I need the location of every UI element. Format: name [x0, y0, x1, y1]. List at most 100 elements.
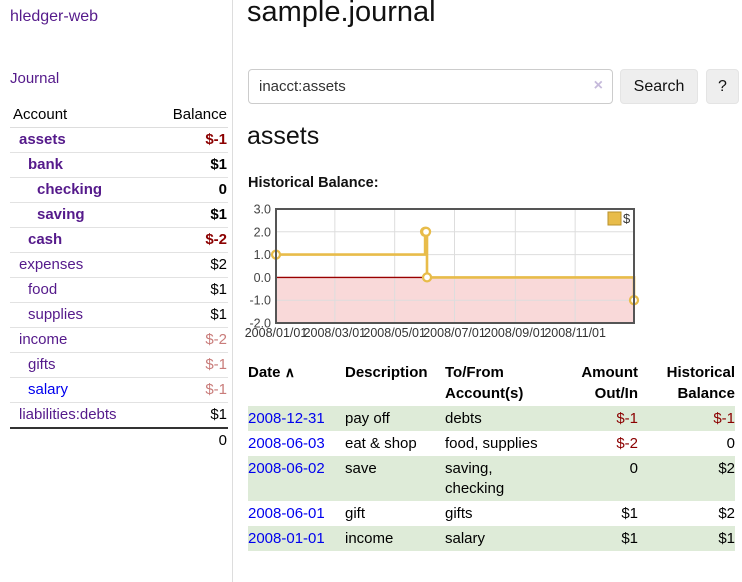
account-row: bank $1: [10, 152, 228, 178]
x-axis-tick-label: 2008/07/01: [423, 326, 486, 340]
col-header-description[interactable]: Description: [345, 364, 428, 381]
page-title: sample.journal: [247, 0, 436, 28]
account-row: checking 0: [10, 177, 228, 203]
y-axis-tick-label: 3.0: [254, 203, 271, 217]
legend-label: $: [623, 211, 631, 226]
account-balance: $1: [210, 406, 227, 423]
total-balance: 0: [150, 427, 228, 453]
accounts-cell: gifts: [445, 505, 473, 522]
col-header-date[interactable]: Date ∧: [248, 360, 345, 406]
sidebar-account-link[interactable]: income: [19, 331, 68, 348]
transaction-row: 2008-01-01 income salary $1 $1: [248, 526, 735, 551]
clear-search-icon[interactable]: ×: [593, 77, 603, 94]
y-axis-tick-label: 0.0: [254, 271, 271, 285]
account-name-cell: gifts: [10, 352, 151, 378]
accounts-cell: saving, checking: [445, 456, 555, 501]
account-row: income $-2: [10, 327, 228, 353]
description-cell: eat & shop: [345, 435, 417, 452]
col-header-accounts-line2: Account(s): [445, 385, 524, 402]
description-cell: gift: [345, 505, 366, 522]
accounts-header-balance: Balance: [150, 102, 228, 128]
sidebar-account-link[interactable]: bank: [28, 156, 64, 173]
plot-border: [275, 208, 635, 324]
brand-link[interactable]: hledger-web: [10, 8, 99, 25]
accounts-header-account: Account: [10, 102, 151, 128]
account-balance: $-1: [150, 352, 228, 378]
sidebar-account-link[interactable]: saving: [37, 206, 85, 223]
col-header-date-label: Date: [248, 364, 281, 381]
balance-cell: $2: [638, 456, 735, 501]
search-button[interactable]: Search: [620, 69, 698, 104]
legend-swatch: [607, 211, 622, 226]
historical-balance-chart: $3.0 2.0 1.0 0.0 -1.0 -2.0 2008/01/01 2008/03/0…: [240, 200, 742, 350]
transaction-row: 2008-06-02 save saving, checking 0 $2: [248, 456, 735, 501]
sidebar-account-link[interactable]: supplies: [28, 306, 84, 323]
sort-ascending-icon: ∧: [284, 364, 295, 380]
transaction-date-link[interactable]: 2008-06-01: [248, 505, 325, 522]
date-cell: 2008-12-31: [248, 406, 345, 431]
account-row: gifts $-1: [10, 352, 228, 378]
sidebar-account-link[interactable]: gifts: [28, 356, 56, 373]
account-row: cash $-2: [10, 227, 228, 253]
account-name-cell: bank: [10, 152, 151, 178]
account-name-cell: assets: [10, 127, 151, 153]
sidebar-account-link[interactable]: salary: [28, 381, 69, 398]
col-header-amount[interactable]: Amount Out/In: [555, 360, 638, 406]
account-name-cell: expenses: [10, 252, 151, 278]
transaction-date-link[interactable]: 2008-06-03: [248, 435, 325, 452]
balance-cell: 0: [726, 435, 735, 452]
date-cell: 2008-06-03: [248, 431, 345, 456]
x-axis-tick-label: 2008/11/01: [544, 326, 606, 340]
data-point-marker[interactable]: [421, 272, 433, 283]
transaction-row: 2008-06-01 gift gifts $1 $2: [248, 501, 735, 526]
account-row: supplies $1: [10, 302, 228, 328]
transaction-date-link[interactable]: 2008-01-01: [248, 530, 325, 547]
help-button[interactable]: ?: [706, 69, 739, 104]
account-name-cell: checking: [10, 177, 151, 203]
accounts-cell: debts: [445, 406, 555, 431]
sidebar-account-link[interactable]: liabilities:debts: [19, 406, 117, 423]
sidebar-account-link[interactable]: expenses: [19, 256, 84, 273]
nav-journal-link[interactable]: Journal: [10, 70, 60, 87]
transaction-date-link[interactable]: 2008-06-02: [248, 460, 325, 477]
account-row: food $1: [10, 277, 228, 303]
col-header-amount-line1: Amount: [581, 364, 638, 381]
transaction-row: 2008-12-31 pay off debts $-1 $-1: [248, 406, 735, 431]
account-title: assets: [247, 122, 320, 150]
chart-title: Historical Balance:: [248, 175, 379, 191]
transaction-date-link[interactable]: 2008-12-31: [248, 410, 325, 427]
description-cell: income: [345, 526, 445, 551]
col-header-amount-line2: Out/In: [594, 385, 638, 402]
x-axis-tick-label: 2008/03/01: [304, 326, 367, 340]
search-input[interactable]: [249, 70, 579, 103]
col-header-balance-line1: Historical: [666, 364, 735, 381]
account-row: liabilities:debts $1: [10, 403, 228, 429]
transactions-header-row: Date ∧ Description To/From Account(s) Amo…: [248, 360, 735, 406]
x-axis-tick-label: 2008/05/01: [363, 326, 426, 340]
data-point-marker[interactable]: [420, 226, 432, 237]
account-row: assets $-1: [10, 127, 228, 153]
accounts-cell: salary: [445, 526, 555, 551]
sidebar-account-link[interactable]: checking: [37, 181, 103, 198]
sidebar-account-link[interactable]: cash: [28, 231, 63, 248]
account-balance: $-2: [150, 227, 228, 253]
account-row: salary $-1: [10, 377, 228, 403]
account-balance: $1: [150, 152, 228, 178]
balance-cell: $2: [718, 505, 735, 522]
sidebar-account-link[interactable]: food: [28, 281, 58, 298]
accounts-cell: food, supplies: [445, 435, 538, 452]
balance-cell: $-1: [638, 406, 735, 431]
accounts-header-row: Account Balance: [10, 102, 228, 128]
col-header-accounts[interactable]: To/From Account(s): [445, 360, 555, 406]
account-name-cell: supplies: [10, 302, 151, 328]
x-axis-tick-label: 2008/01/01: [245, 326, 308, 340]
col-header-accounts-line1: To/From: [445, 364, 504, 381]
account-balance: $2: [150, 252, 228, 278]
sidebar-account-link[interactable]: assets: [19, 131, 66, 148]
account-row: expenses $2: [10, 252, 228, 278]
transactions-table: Date ∧ Description To/From Account(s) Amo…: [248, 360, 735, 551]
total-label-cell: [10, 427, 151, 453]
col-header-balance[interactable]: Historical Balance: [638, 360, 735, 406]
account-balance: $1: [150, 277, 228, 303]
y-axis-tick-label: 2.0: [254, 225, 271, 239]
